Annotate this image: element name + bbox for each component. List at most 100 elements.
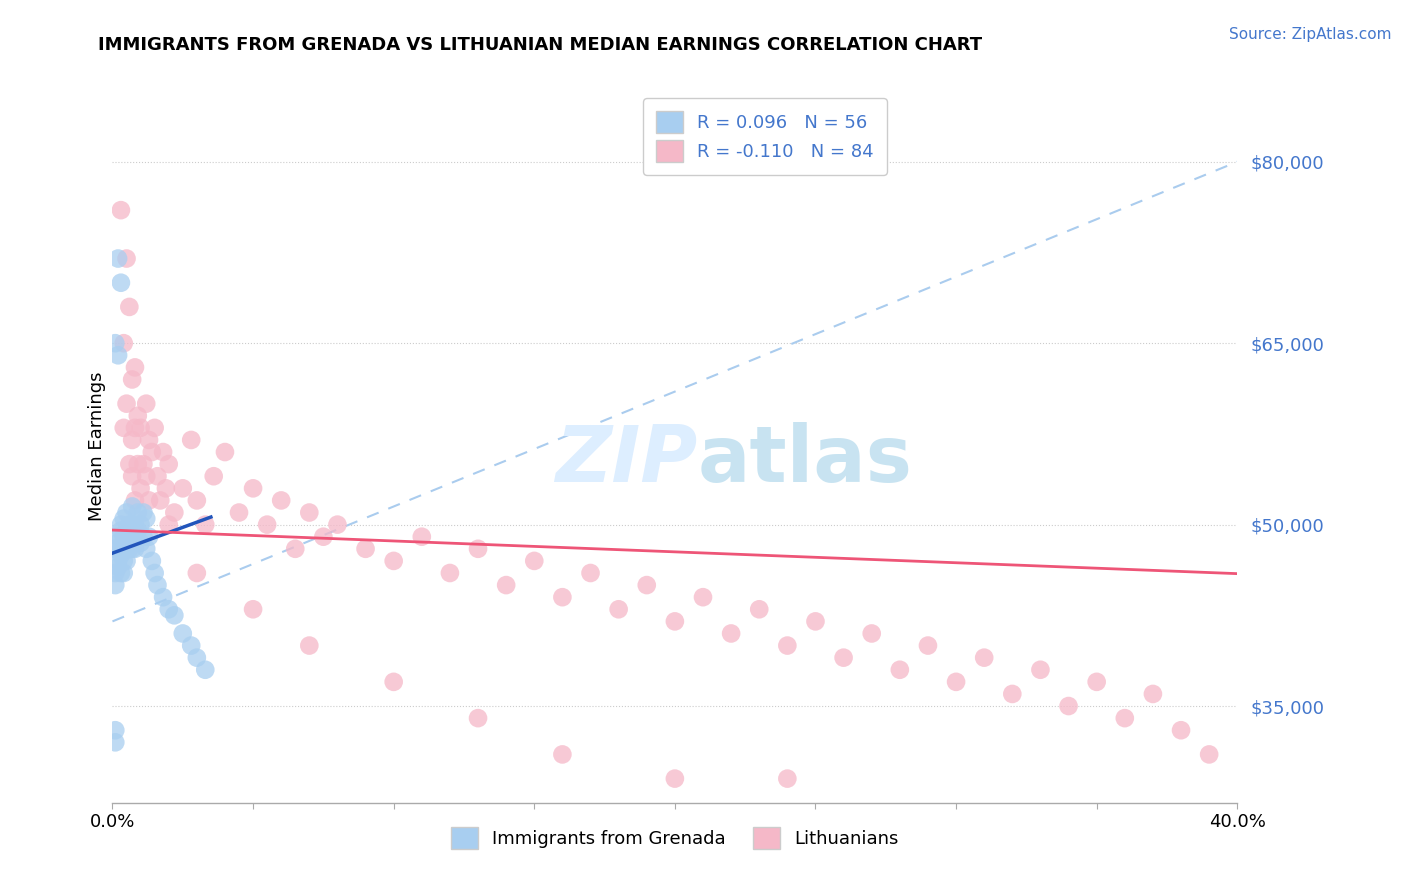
Point [1057, 699, 1080, 714]
Point [115, 554, 138, 568]
Point [110, 517, 132, 532]
Point [180, 639, 202, 653]
Point [411, 530, 433, 544]
Point [1114, 711, 1136, 725]
Point [118, 457, 141, 471]
Point [664, 772, 686, 786]
Point [1085, 674, 1108, 689]
Point [152, 445, 174, 459]
Point [112, 530, 135, 544]
Point [132, 530, 155, 544]
Point [138, 530, 160, 544]
Point [121, 372, 143, 386]
Point [129, 535, 152, 549]
Point [284, 541, 307, 556]
Point [242, 602, 264, 616]
Point [382, 554, 405, 568]
Point [127, 506, 149, 520]
Point [551, 747, 574, 762]
Point [104, 578, 127, 592]
Point [636, 578, 658, 592]
Point [112, 554, 135, 568]
Point [202, 469, 225, 483]
Point [152, 590, 174, 604]
Point [242, 481, 264, 495]
Point [523, 554, 546, 568]
Point [270, 493, 292, 508]
Text: atlas: atlas [697, 422, 912, 499]
Point [107, 554, 129, 568]
Point [110, 276, 132, 290]
Point [607, 602, 630, 616]
Point [124, 421, 146, 435]
Point [129, 517, 152, 532]
Point [124, 517, 146, 532]
Point [107, 348, 129, 362]
Point [776, 772, 799, 786]
Point [138, 433, 160, 447]
Point [118, 541, 141, 556]
Point [107, 560, 129, 574]
Point [110, 524, 132, 538]
Point [832, 650, 855, 665]
Point [135, 469, 157, 483]
Point [115, 252, 138, 266]
Point [194, 663, 217, 677]
Point [129, 421, 152, 435]
Point [118, 300, 141, 314]
Point [172, 481, 194, 495]
Point [579, 566, 602, 580]
Point [228, 506, 250, 520]
Point [115, 506, 138, 520]
Text: Source: ZipAtlas.com: Source: ZipAtlas.com [1229, 27, 1392, 42]
Text: IMMIGRANTS FROM GRENADA VS LITHUANIAN MEDIAN EARNINGS CORRELATION CHART: IMMIGRANTS FROM GRENADA VS LITHUANIAN ME… [98, 36, 983, 54]
Point [149, 493, 172, 508]
Point [973, 650, 995, 665]
Point [804, 615, 827, 629]
Point [127, 457, 149, 471]
Point [214, 445, 236, 459]
Point [129, 481, 152, 495]
Point [104, 723, 127, 738]
Legend: Immigrants from Grenada, Lithuanians: Immigrants from Grenada, Lithuanians [441, 818, 908, 858]
Point [124, 541, 146, 556]
Point [124, 493, 146, 508]
Point [121, 541, 143, 556]
Point [135, 511, 157, 525]
Point [495, 578, 517, 592]
Point [163, 506, 186, 520]
Point [194, 517, 217, 532]
Point [720, 626, 742, 640]
Point [121, 517, 143, 532]
Point [107, 252, 129, 266]
Point [917, 639, 939, 653]
Point [1029, 663, 1052, 677]
Point [163, 608, 186, 623]
Y-axis label: Median Earnings: Median Earnings [87, 371, 105, 521]
Point [141, 445, 163, 459]
Point [112, 421, 135, 435]
Point [104, 566, 127, 580]
Point [143, 566, 166, 580]
Point [138, 493, 160, 508]
Point [121, 530, 143, 544]
Point [146, 578, 169, 592]
Point [112, 566, 135, 580]
Point [157, 517, 180, 532]
Point [354, 541, 377, 556]
Point [141, 554, 163, 568]
Point [104, 336, 127, 351]
Point [112, 541, 135, 556]
Point [748, 602, 770, 616]
Point [664, 615, 686, 629]
Point [467, 541, 489, 556]
Point [135, 541, 157, 556]
Point [118, 530, 141, 544]
Point [172, 626, 194, 640]
Point [157, 602, 180, 616]
Point [115, 397, 138, 411]
Point [132, 457, 155, 471]
Point [945, 674, 967, 689]
Point [1170, 723, 1192, 738]
Point [104, 735, 127, 749]
